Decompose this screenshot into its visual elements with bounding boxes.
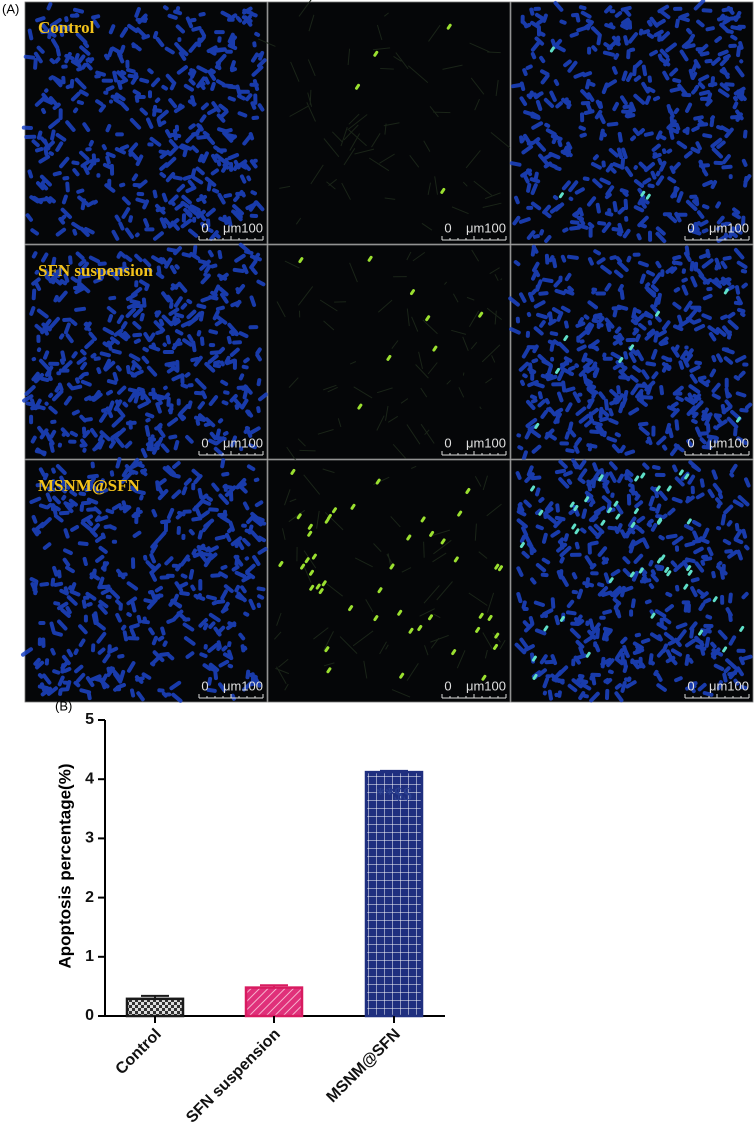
x-tick-label: Control <box>113 1026 165 1078</box>
tunel-signal <box>519 469 745 680</box>
scale-start: 0 <box>444 220 451 235</box>
scale-end: μm100 <box>466 220 506 235</box>
scale-end: μm100 <box>223 220 263 235</box>
background-signal <box>258 0 511 231</box>
nuclei-stain <box>509 0 752 244</box>
scale-end: μm100 <box>223 678 263 693</box>
scale-start: 0 <box>201 678 208 693</box>
y-axis-label: Apoptosis percentage(%) <box>55 764 74 969</box>
scale-start: 0 <box>687 220 694 235</box>
scale-end: μm100 <box>709 435 749 450</box>
panel-label: (A) <box>2 1 19 16</box>
scale-end: μm100 <box>709 220 749 235</box>
scale-start: 0 <box>687 678 694 693</box>
tunel-signal <box>278 468 503 681</box>
scale-start: 0 <box>687 435 694 450</box>
y-tick-label: 2 <box>85 889 94 906</box>
bar <box>125 997 185 1018</box>
micrograph <box>267 1 511 245</box>
y-tick-label: 4 <box>85 770 94 787</box>
tunel-signal <box>534 288 741 429</box>
scale-start: 0 <box>201 435 208 450</box>
scale-start: 0 <box>444 678 451 693</box>
scale-start: 0 <box>201 220 208 235</box>
y-tick-label: 3 <box>85 830 94 847</box>
scale-end: μm100 <box>466 435 506 450</box>
x-tick-label: MSNM@SFN <box>324 1026 404 1106</box>
micrograph <box>267 244 511 460</box>
nuclei-stain <box>22 242 269 459</box>
scale-start: 0 <box>444 435 451 450</box>
row-label: SFN suspension <box>38 261 153 280</box>
tunel-signal <box>355 23 452 194</box>
bar <box>364 770 424 1018</box>
y-tick-label: 1 <box>85 948 94 965</box>
scale-end: μm100 <box>223 435 263 450</box>
bar <box>244 986 304 1018</box>
image-grid: 0 μm100 0 μm100 0 μm100 Control 0 μm100 0 μm100 0 μm… <box>21 0 754 703</box>
micrograph <box>267 459 511 703</box>
y-tick-label: 0 <box>85 1007 94 1024</box>
row-label: Control <box>38 18 95 37</box>
panel-label: (B) <box>55 698 72 713</box>
row-label: MSNM@SFN <box>38 476 140 495</box>
scale-end: μm100 <box>709 678 749 693</box>
tunel-signal <box>549 46 651 200</box>
nuclei-stain <box>514 458 753 703</box>
tunel-signal <box>298 255 484 410</box>
scale-end: μm100 <box>466 678 506 693</box>
significance-annotation: **$$ <box>376 784 412 804</box>
nuclei-stain <box>508 244 753 461</box>
nuclei-stain <box>21 2 267 241</box>
nuclei-stain <box>21 457 268 703</box>
x-tick-label: SFN suspension <box>183 1026 284 1127</box>
y-tick-label: 5 <box>85 711 94 728</box>
background-signal <box>276 249 503 466</box>
